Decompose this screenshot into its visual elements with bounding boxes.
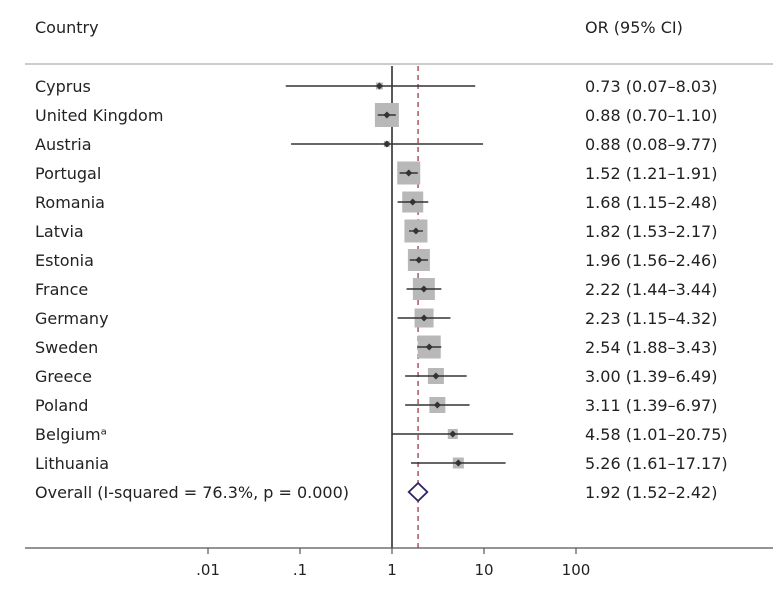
x-tick-label: 100	[562, 561, 591, 579]
country-column-header: Country	[35, 18, 99, 37]
or-value-label: 5.26 (1.61–17.17)	[585, 454, 728, 473]
country-label: Greece	[35, 367, 92, 386]
overall-value-label: 1.92 (1.52–2.42)	[585, 483, 717, 502]
x-tick-label: .1	[293, 561, 307, 579]
country-label: United Kingdom	[35, 106, 163, 125]
overall-diamond	[407, 481, 429, 503]
country-label: Belgiumᵃ	[35, 425, 107, 444]
country-label: Sweden	[35, 338, 98, 357]
country-label: France	[35, 280, 88, 299]
or-value-label: 1.96 (1.56–2.46)	[585, 251, 717, 270]
or-value-label: 2.22 (1.44–3.44)	[585, 280, 717, 299]
or-value-label: 1.52 (1.21–1.91)	[585, 164, 717, 183]
country-label: Germany	[35, 309, 109, 328]
or-value-label: 2.54 (1.88–3.43)	[585, 338, 717, 357]
point-estimate-marker	[383, 140, 391, 148]
point-estimate-marker	[420, 285, 428, 293]
or-value-label: 0.88 (0.08–9.77)	[585, 135, 717, 154]
country-label: Portugal	[35, 164, 101, 183]
point-estimate-marker	[383, 111, 391, 119]
point-estimate-marker	[412, 227, 420, 235]
point-estimate-marker	[432, 372, 440, 380]
point-estimate-marker	[415, 256, 423, 264]
point-estimate-marker	[420, 314, 428, 322]
or-column-header: OR (95% CI)	[585, 18, 683, 37]
or-value-label: 2.23 (1.15–4.32)	[585, 309, 717, 328]
point-estimate-marker	[425, 343, 433, 351]
x-tick-label: 10	[474, 561, 493, 579]
x-tick-label: 1	[387, 561, 397, 579]
or-value-label: 1.82 (1.53–2.17)	[585, 222, 717, 241]
point-estimate-marker	[433, 401, 441, 409]
country-label: Estonia	[35, 251, 94, 270]
or-value-label: 4.58 (1.01–20.75)	[585, 425, 728, 444]
or-value-label: 3.11 (1.39–6.97)	[585, 396, 717, 415]
point-estimate-marker	[454, 459, 462, 467]
country-label: Poland	[35, 396, 88, 415]
country-label: Lithuania	[35, 454, 109, 473]
country-label: Cyprus	[35, 77, 91, 96]
point-estimate-marker	[449, 430, 457, 438]
or-value-label: 1.68 (1.15–2.48)	[585, 193, 717, 212]
country-label: Latvia	[35, 222, 84, 241]
country-label: Austria	[35, 135, 92, 154]
country-label: Romania	[35, 193, 105, 212]
or-value-label: 0.73 (0.07–8.03)	[585, 77, 717, 96]
point-estimate-marker	[409, 198, 417, 206]
or-value-label: 0.88 (0.70–1.10)	[585, 106, 717, 125]
x-tick-label: .01	[196, 561, 220, 579]
point-estimate-marker	[405, 169, 413, 177]
overall-label: Overall (I-squared = 76.3%, p = 0.000)	[35, 483, 349, 502]
point-estimate-marker	[375, 82, 383, 90]
or-value-label: 3.00 (1.39–6.49)	[585, 367, 717, 386]
